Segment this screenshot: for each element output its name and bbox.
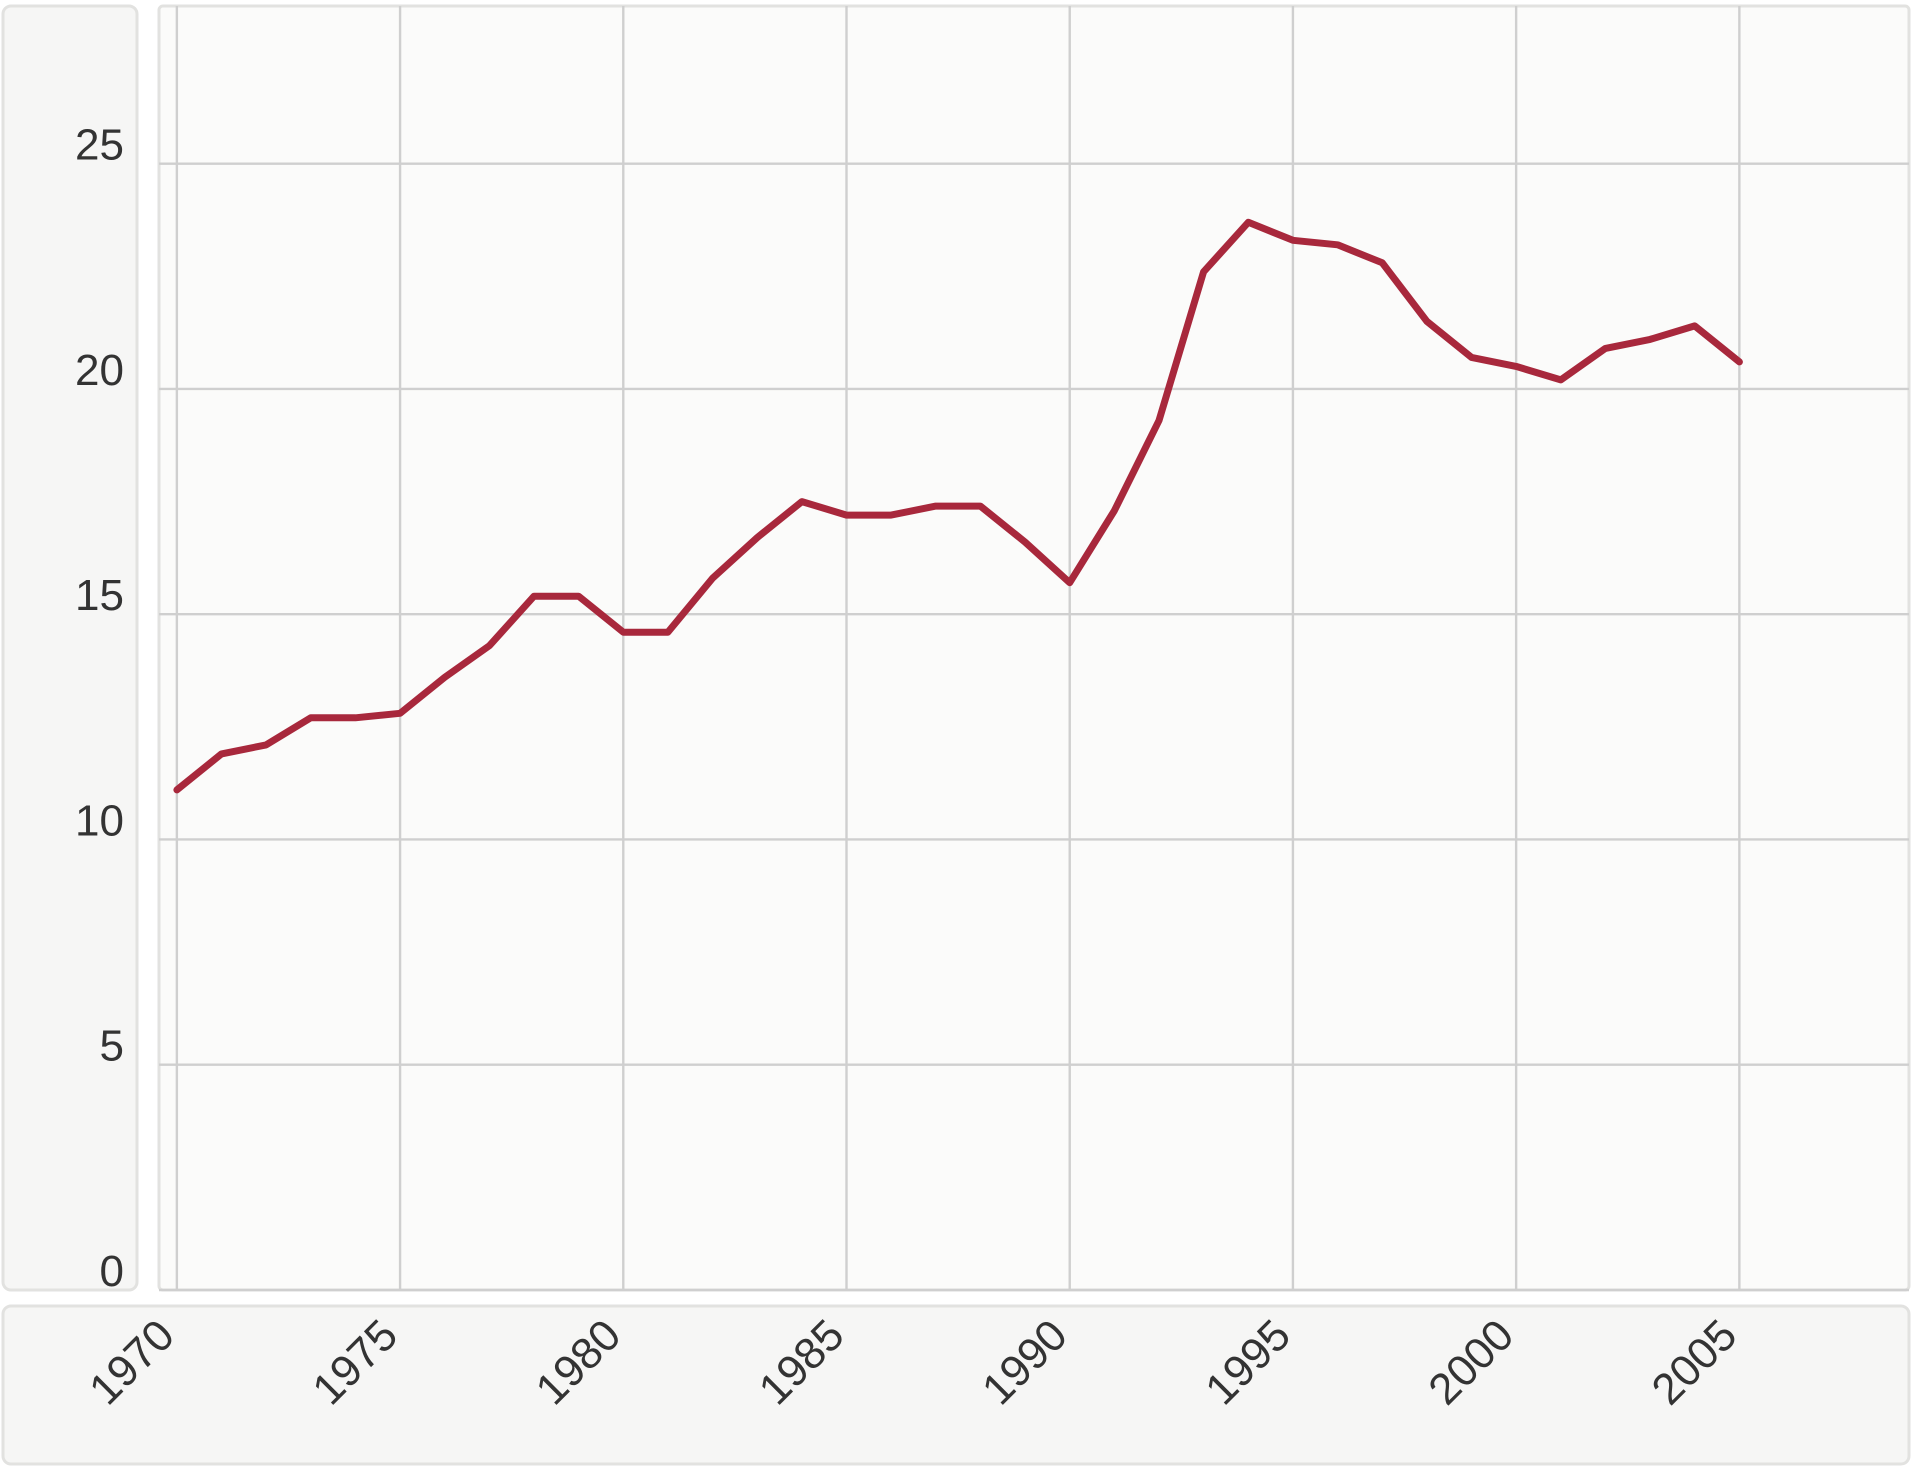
data-point: [1066, 579, 1074, 587]
data-point: [1334, 241, 1342, 249]
y-axis-panel: [1, 4, 139, 1292]
data-point: [619, 628, 627, 636]
y-tick-label: 20: [75, 346, 124, 395]
y-tick-label: 5: [100, 1022, 124, 1071]
data-point: [1200, 268, 1208, 276]
data-point: [1646, 335, 1654, 343]
data-point: [1691, 322, 1699, 330]
data-point: [218, 750, 226, 758]
data-point: [351, 714, 359, 722]
x-axis-panel: [1, 1304, 1911, 1466]
data-point: [1289, 236, 1297, 244]
y-tick-label: 25: [75, 121, 124, 170]
plot-area: [157, 4, 1911, 1292]
data-point: [1378, 259, 1386, 267]
data-point: [932, 502, 940, 510]
data-point: [753, 534, 761, 542]
series-layer: [173, 218, 1743, 794]
y-axis: 0 5 10 15 20 25: [75, 121, 124, 1296]
gridlines: [159, 6, 1909, 1292]
data-point: [664, 628, 672, 636]
data-point: [1601, 344, 1609, 352]
y-tick-label: 15: [75, 571, 124, 620]
data-point: [976, 502, 984, 510]
data-point: [1557, 376, 1565, 384]
data-point: [173, 786, 181, 794]
y-tick-label: 0: [100, 1247, 124, 1296]
data-point: [485, 642, 493, 650]
series-line: [173, 218, 1743, 794]
data-point: [1735, 358, 1743, 366]
data-point: [1468, 353, 1476, 361]
data-point: [1244, 218, 1252, 226]
data-point: [262, 741, 270, 749]
data-point: [709, 574, 717, 582]
data-point: [887, 511, 895, 519]
data-point: [1021, 538, 1029, 546]
data-point: [575, 592, 583, 600]
data-point: [1512, 362, 1520, 370]
data-point: [843, 511, 851, 519]
data-point: [798, 498, 806, 506]
y-tick-label: 10: [75, 796, 124, 845]
data-point: [1155, 416, 1163, 424]
data-point: [1423, 317, 1431, 325]
data-point: [1110, 507, 1118, 515]
data-point: [396, 709, 404, 717]
data-point: [307, 714, 315, 722]
data-point: [530, 592, 538, 600]
data-point: [441, 673, 449, 681]
